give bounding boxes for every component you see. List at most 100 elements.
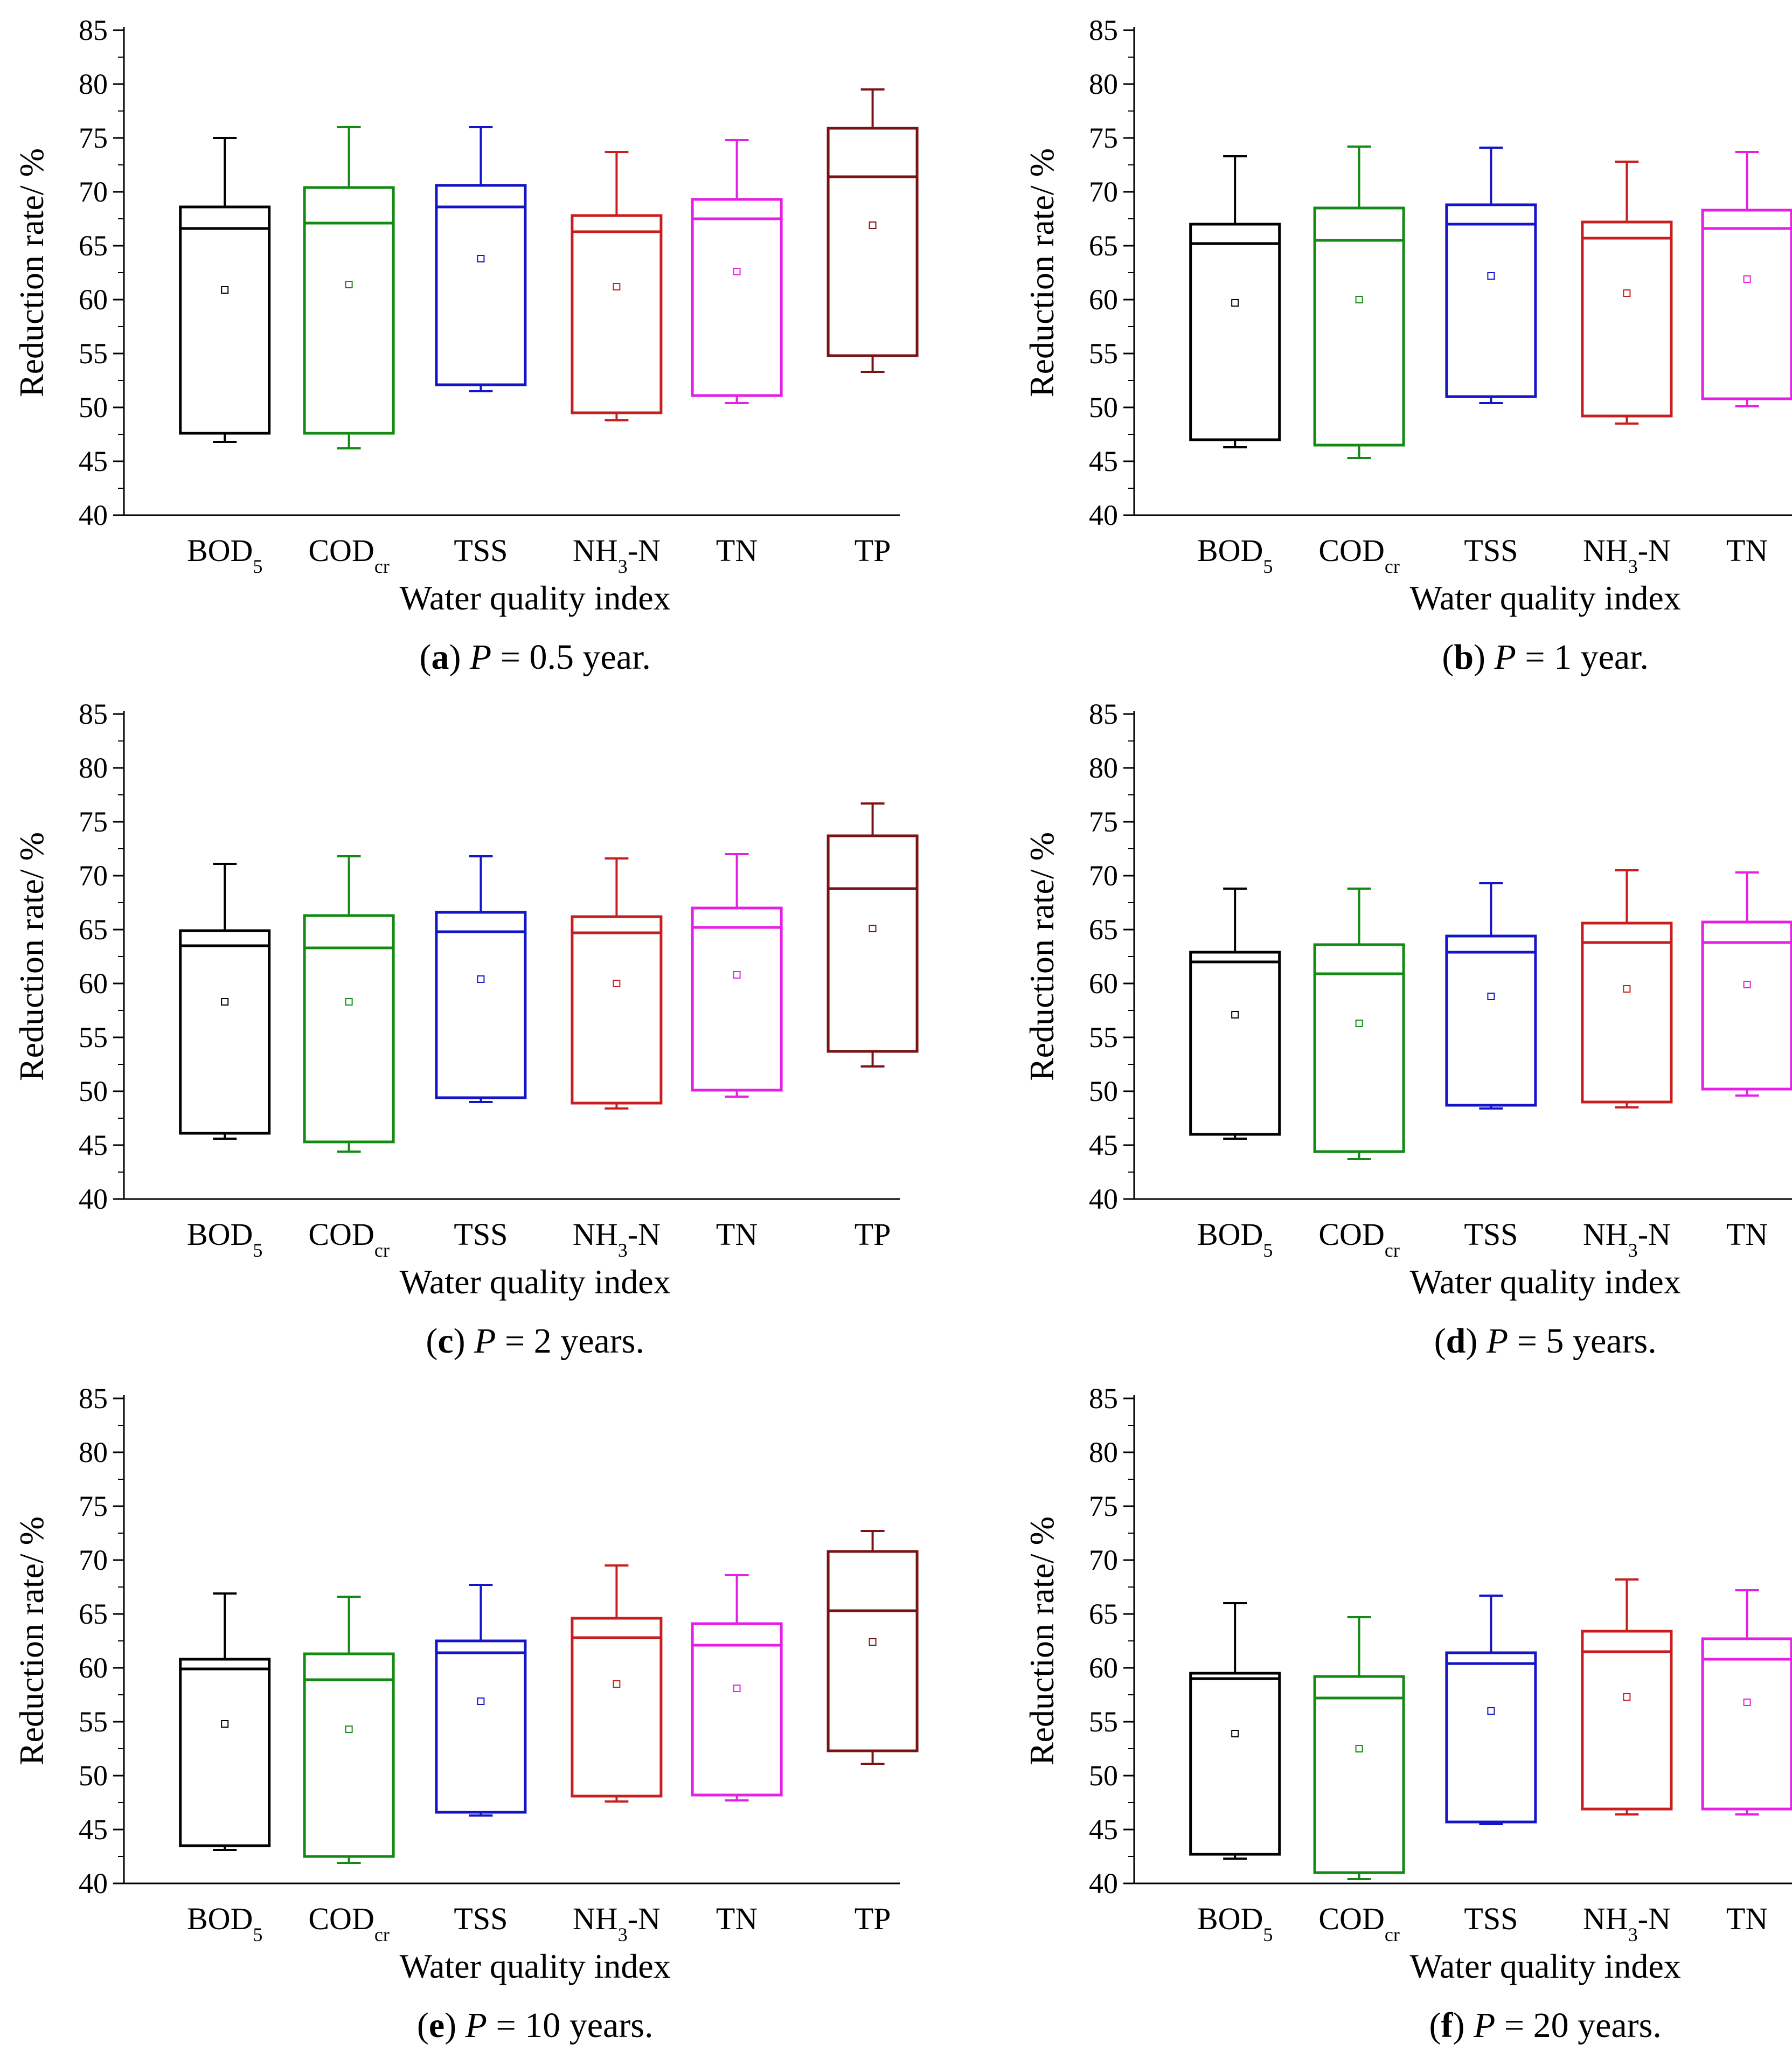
panel-caption: (e) P = 10 years. <box>417 2006 654 2045</box>
y-tick-label: 45 <box>1089 1129 1118 1161</box>
caption-space <box>1572 638 1581 677</box>
mean-marker <box>1355 296 1363 303</box>
caption-equals: = <box>487 2006 525 2045</box>
box-body <box>691 198 783 397</box>
caption-unit: years <box>560 1321 635 1361</box>
panel-caption: (a) P = 0.5 year. <box>419 638 650 677</box>
box-4 <box>691 139 783 404</box>
category-base: TN <box>1726 533 1768 568</box>
y-tick-label: 75 <box>79 1490 108 1522</box>
x-axis-title: Water quality index <box>1410 1947 1681 1985</box>
caption-p-value: 2 <box>534 1321 552 1361</box>
box-3 <box>1581 161 1673 425</box>
mean-marker <box>1487 1707 1495 1715</box>
category-label: NH3-N <box>573 533 661 577</box>
box-5 <box>826 1530 919 1765</box>
y-tick-label: 40 <box>1089 1183 1118 1215</box>
y-tick-label: 85 <box>79 1382 108 1415</box>
category-label: TSS <box>1464 1217 1518 1252</box>
mean-marker <box>221 998 229 1006</box>
caption-letter: d <box>1446 1321 1466 1361</box>
category-subscript: cr <box>1385 556 1400 577</box>
box-3 <box>571 151 663 421</box>
category-tail: -N <box>1638 1901 1671 1936</box>
category-subscript: 3 <box>1628 1239 1638 1261</box>
y-tick-label: 40 <box>79 499 108 531</box>
y-tick-label: 60 <box>79 967 108 1000</box>
mean-marker <box>1623 985 1631 993</box>
y-tick-label: 85 <box>79 698 108 730</box>
box-2 <box>1445 1595 1537 1825</box>
mean-marker <box>1487 272 1495 280</box>
mean-marker <box>1743 981 1751 988</box>
y-tick-label: 45 <box>79 445 108 477</box>
mean-marker <box>345 281 353 288</box>
category-subscript: cr <box>1385 1239 1400 1261</box>
y-tick-label: 70 <box>79 860 108 892</box>
box-body <box>571 915 663 1105</box>
category-base: COD <box>308 533 374 568</box>
caption-open-paren: ( <box>419 638 431 677</box>
box-0 <box>179 137 271 443</box>
mean-marker <box>345 998 353 1006</box>
category-label: CODcr <box>308 1901 389 1945</box>
category-base: TP <box>855 1901 891 1936</box>
mean-marker <box>733 971 741 979</box>
mean-marker <box>221 1720 229 1728</box>
box-body <box>435 1639 527 1814</box>
box-body <box>1313 206 1405 447</box>
box-body <box>303 1652 395 1858</box>
box-body <box>435 911 527 1099</box>
mean-marker <box>1355 1020 1363 1027</box>
category-subscript: 3 <box>618 1924 628 1945</box>
box-1 <box>303 1596 395 1864</box>
mean-marker <box>613 980 621 987</box>
box-body <box>1445 934 1537 1107</box>
y-tick-label: 65 <box>1089 1598 1118 1630</box>
box-body <box>1581 220 1673 418</box>
y-tick-label: 70 <box>79 176 108 208</box>
caption-close-paren: ) <box>444 2006 465 2045</box>
box-body <box>303 914 395 1144</box>
y-tick-label: 50 <box>1089 391 1118 424</box>
category-subscript: cr <box>1385 1924 1400 1945</box>
box-body <box>179 929 271 1135</box>
category-label: NH3-N <box>573 1901 661 1945</box>
y-tick-label: 75 <box>1089 122 1118 154</box>
caption-close-paren: ) <box>454 1321 474 1361</box>
box-3 <box>571 1564 663 1803</box>
y-tick-label: 50 <box>79 391 108 424</box>
x-axis-title: Water quality index <box>1410 579 1681 617</box>
box-body <box>1701 1637 1792 1811</box>
box-body <box>1189 951 1281 1136</box>
category-label: NH3-N <box>1583 533 1671 577</box>
category-subscript: 5 <box>1263 556 1273 577</box>
y-tick-label: 65 <box>79 230 108 262</box>
category-base: BOD <box>187 533 253 568</box>
caption-period: . <box>1640 638 1649 677</box>
box-body <box>691 1622 783 1797</box>
category-base: NH <box>573 1901 618 1936</box>
box-body <box>826 1550 919 1752</box>
caption-p-value: 10 <box>525 2006 560 2045</box>
box-1 <box>303 126 395 449</box>
y-tick-label: 55 <box>1089 1021 1118 1054</box>
caption-unit: years <box>1573 1321 1648 1361</box>
mean-marker <box>869 221 877 229</box>
y-tick-label: 55 <box>79 1021 108 1054</box>
category-base: COD <box>1318 1217 1384 1252</box>
caption-period: . <box>1648 1321 1657 1361</box>
category-base: COD <box>1318 533 1384 568</box>
caption-period: . <box>642 638 651 677</box>
caption-unit: year <box>1581 638 1642 677</box>
category-label: TN <box>1726 1217 1768 1252</box>
y-tick-label: 80 <box>1089 1436 1118 1468</box>
y-tick-label: 45 <box>79 1129 108 1161</box>
y-tick-label: 80 <box>1089 68 1118 100</box>
category-subscript: 5 <box>1263 1924 1273 1945</box>
box-0 <box>179 863 271 1140</box>
category-label: BOD5 <box>187 1217 262 1261</box>
caption-period: . <box>1652 2006 1662 2045</box>
y-axis-title: Reduction rate/ % <box>12 148 51 397</box>
box-2 <box>435 855 527 1103</box>
